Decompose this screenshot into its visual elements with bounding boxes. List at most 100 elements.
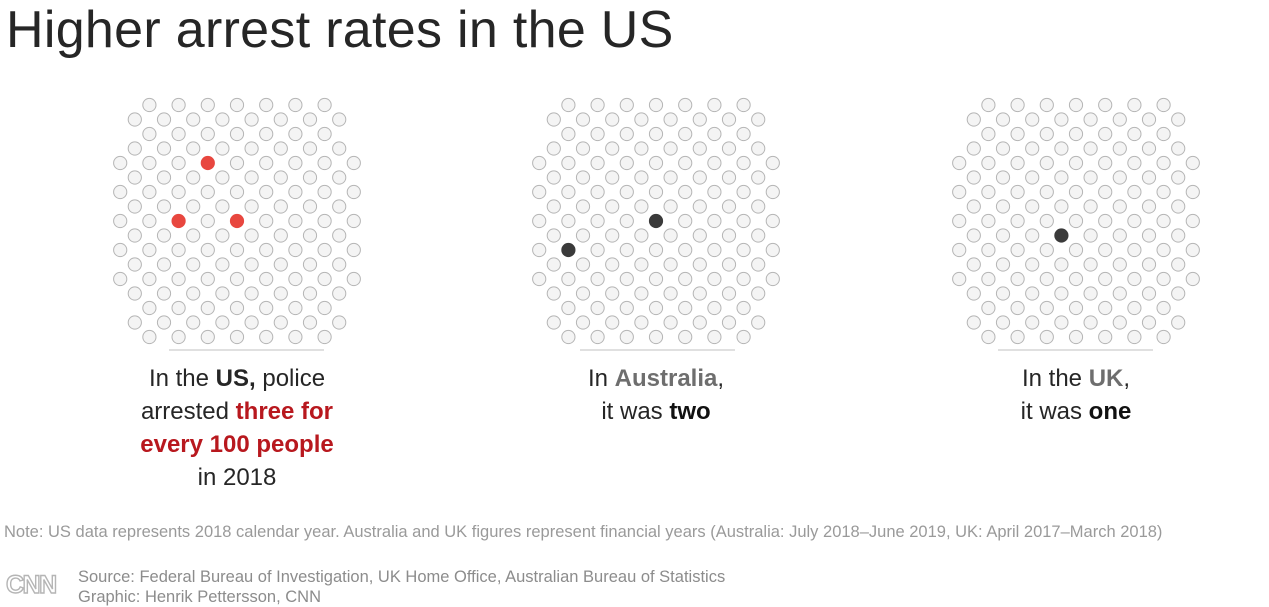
us-unit-dot (142, 242, 157, 258)
uk-unit-dot (1054, 286, 1069, 301)
uk-unit-dot (1068, 329, 1084, 345)
us-unit-dot (332, 228, 347, 243)
us-unit-dot (127, 199, 142, 214)
us-unit-dot (229, 126, 245, 142)
uk-unit-dot (1156, 242, 1171, 258)
uk-unit-dot (1039, 184, 1054, 200)
australia-divider (580, 349, 735, 351)
uk-unit-dot (1141, 199, 1157, 214)
us-unit-dot (229, 329, 245, 345)
australia-unit-dot (678, 213, 693, 229)
us-unit-dot (332, 199, 347, 214)
uk-unit-dot (1083, 286, 1098, 301)
australia-unit-dot (605, 286, 620, 301)
australia-unit-dot (561, 213, 576, 229)
us-unit-dot (332, 286, 347, 301)
us-unit-dot (259, 329, 274, 345)
us-unit-dot (346, 155, 361, 171)
australia-unit-dot (765, 184, 780, 200)
us-unit-dot (200, 271, 215, 287)
us-unit-dot (317, 329, 332, 345)
us-unit-dot (332, 112, 347, 127)
uk-unit-dot (1039, 329, 1054, 345)
australia-unit-dot (590, 126, 605, 142)
australia-unit-dot (751, 170, 766, 185)
uk-unit-dot (1098, 329, 1113, 345)
uk-unit-dot (1068, 126, 1084, 142)
australia-unit-dot (736, 155, 751, 171)
uk-unit-dot (1098, 184, 1113, 200)
australia-unit-dot (751, 228, 766, 243)
australia-caption-l1-pre: In (587, 365, 615, 392)
uk-unit-dot (1098, 155, 1113, 171)
australia-unit-dot (678, 271, 693, 287)
uk-unit-dot (995, 315, 1011, 330)
australia-unit-dot (634, 257, 649, 272)
us-unit-dot (288, 300, 303, 316)
us-unit-dot (229, 242, 245, 258)
uk-unit-dot (1039, 242, 1054, 258)
us-unit-dot (317, 97, 332, 113)
australia-unit-dot (619, 242, 634, 258)
us-highlighted-unit-dot (200, 155, 215, 171)
us-unit-dot (302, 315, 318, 330)
us-unit-dot (346, 271, 361, 287)
australia-unit-dot (561, 97, 576, 113)
us-unit-dot (171, 242, 186, 258)
australia-unit-dot (678, 97, 693, 113)
uk-unit-dot (1185, 242, 1200, 258)
us-unit-dot (156, 257, 172, 272)
uk-unit-dot (995, 228, 1011, 243)
australia-unit-dot (692, 257, 707, 272)
uk-unit-dot (1185, 155, 1200, 171)
uk-unit-dot (995, 170, 1011, 185)
uk-unit-dot (1127, 329, 1142, 345)
australia-unit-dot (648, 300, 664, 316)
australia-unit-dot (765, 155, 780, 171)
uk-unit-dot (1156, 155, 1171, 171)
uk-unit-dot (1127, 155, 1142, 171)
uk-unit-dot (1171, 315, 1186, 330)
us-unit-dot (200, 329, 215, 345)
us-unit-dot (142, 213, 157, 229)
uk-unit-dot (1156, 97, 1171, 113)
australia-unit-dot (546, 315, 561, 330)
australia-unit-dot (634, 141, 649, 156)
uk-unit-dot (1010, 300, 1025, 316)
australia-unit-dot (634, 112, 649, 127)
uk-unit-dot (1083, 170, 1098, 185)
us-unit-dot (156, 170, 172, 185)
australia-unit-dot (648, 155, 664, 171)
us-unit-dot (288, 155, 303, 171)
uk-unit-dot (1098, 97, 1113, 113)
us-unit-dot (346, 184, 361, 200)
us-unit-dot (142, 126, 157, 142)
us-unit-dot (317, 300, 332, 316)
uk-unit-dot (1068, 300, 1084, 316)
uk-unit-dot (1068, 242, 1084, 258)
us-unit-dot (332, 315, 347, 330)
us-caption-l1-post: police (255, 365, 326, 392)
australia-dot-grid (532, 97, 780, 345)
australia-unit-dot (619, 300, 634, 316)
australia-unit-dot (707, 242, 722, 258)
uk-unit-dot (1054, 257, 1069, 272)
uk-caption: In the UK, it was one (926, 362, 1226, 428)
uk-unit-dot (995, 112, 1011, 127)
uk-unit-dot (1010, 242, 1025, 258)
australia-unit-dot (619, 329, 634, 345)
uk-unit-dot (1171, 170, 1186, 185)
uk-unit-dot (1156, 126, 1171, 142)
uk-unit-dot (1083, 141, 1098, 156)
uk-unit-dot (1171, 228, 1186, 243)
uk-unit-dot (995, 199, 1011, 214)
uk-unit-dot (1112, 228, 1127, 243)
australia-unit-dot (721, 199, 737, 214)
us-unit-dot (156, 112, 172, 127)
australia-unit-dot (721, 286, 737, 301)
australia-unit-dot (532, 271, 547, 287)
uk-unit-dot (1083, 199, 1098, 214)
us-unit-dot (156, 315, 172, 330)
uk-unit-dot (1141, 286, 1157, 301)
us-unit-dot (332, 141, 347, 156)
